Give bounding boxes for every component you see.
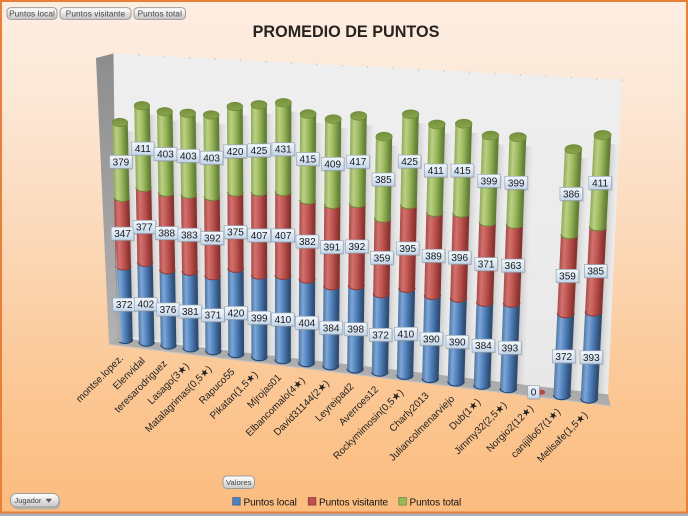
svg-text:381: 381 (182, 307, 199, 318)
svg-text:411: 411 (428, 166, 444, 177)
svg-text:409: 409 (324, 159, 341, 170)
svg-text:371: 371 (205, 311, 222, 322)
svg-text:PROMEDIO DE PUNTOS: PROMEDIO DE PUNTOS (253, 23, 440, 41)
svg-text:385: 385 (587, 267, 604, 278)
svg-text:399: 399 (481, 176, 498, 187)
svg-text:425: 425 (251, 146, 268, 157)
svg-text:359: 359 (559, 271, 576, 282)
svg-text:404: 404 (299, 318, 316, 329)
svg-text:403: 403 (203, 153, 220, 164)
svg-text:0: 0 (531, 388, 537, 399)
svg-text:391: 391 (324, 243, 341, 254)
svg-text:411: 411 (592, 178, 608, 189)
svg-text:411: 411 (135, 144, 151, 155)
svg-text:371: 371 (478, 260, 495, 271)
svg-text:347: 347 (114, 229, 131, 240)
svg-text:385: 385 (375, 175, 392, 186)
svg-text:393: 393 (583, 353, 600, 364)
svg-text:395: 395 (399, 244, 416, 255)
svg-text:375: 375 (227, 228, 244, 239)
svg-text:363: 363 (505, 261, 522, 272)
svg-text:Puntos local: Puntos local (9, 9, 55, 18)
svg-text:382: 382 (299, 237, 316, 248)
svg-text:376: 376 (160, 305, 177, 316)
svg-text:359: 359 (374, 253, 391, 264)
svg-text:Jugador: Jugador (15, 496, 42, 505)
svg-text:420: 420 (227, 147, 244, 158)
svg-text:384: 384 (323, 323, 340, 334)
svg-text:384: 384 (475, 341, 492, 352)
svg-text:415: 415 (299, 155, 316, 166)
svg-text:431: 431 (275, 145, 292, 156)
svg-text:383: 383 (181, 230, 198, 241)
svg-text:407: 407 (275, 231, 292, 242)
svg-text:410: 410 (398, 329, 415, 340)
svg-text:Puntos visitante: Puntos visitante (66, 9, 126, 18)
svg-text:372: 372 (116, 300, 133, 311)
svg-text:389: 389 (425, 251, 442, 262)
svg-text:377: 377 (136, 222, 153, 233)
svg-text:417: 417 (350, 157, 367, 168)
svg-text:386: 386 (563, 189, 580, 200)
svg-text:379: 379 (113, 157, 130, 168)
svg-text:390: 390 (449, 337, 466, 348)
svg-text:410: 410 (275, 315, 292, 326)
svg-text:388: 388 (158, 229, 175, 240)
svg-text:Puntos local: Puntos local (244, 498, 297, 509)
svg-text:398: 398 (347, 325, 364, 336)
svg-text:425: 425 (401, 157, 418, 168)
svg-text:415: 415 (454, 166, 471, 177)
svg-text:399: 399 (251, 313, 268, 324)
svg-text:396: 396 (451, 253, 468, 264)
svg-text:392: 392 (349, 242, 366, 253)
svg-text:403: 403 (180, 151, 197, 162)
svg-text:402: 402 (138, 300, 155, 311)
svg-text:372: 372 (372, 330, 389, 341)
svg-text:420: 420 (228, 308, 245, 319)
svg-text:Puntos visitante: Puntos visitante (319, 498, 389, 509)
svg-text:392: 392 (204, 234, 221, 245)
svg-text:Valores: Valores (226, 478, 252, 487)
svg-text:403: 403 (157, 150, 174, 161)
svg-text:399: 399 (508, 178, 525, 189)
svg-text:407: 407 (251, 231, 268, 242)
svg-text:Puntos total: Puntos total (410, 498, 462, 509)
svg-text:Puntos total: Puntos total (138, 9, 183, 18)
svg-text:372: 372 (555, 352, 572, 363)
svg-text:393: 393 (502, 343, 519, 354)
svg-text:390: 390 (423, 334, 440, 345)
